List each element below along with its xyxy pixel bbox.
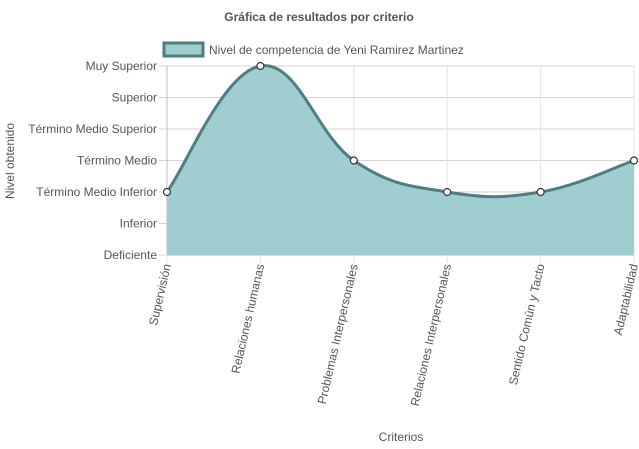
x-tick-label: Relaciones humanas: [228, 263, 267, 375]
legend-label: Nivel de competencia de Yeni Ramirez Mar…: [209, 43, 464, 57]
y-tick-label: Término Medio Superior: [28, 122, 157, 136]
data-point[interactable]: [536, 187, 545, 197]
data-point[interactable]: [443, 187, 452, 197]
x-axis-title: Criterios: [379, 430, 424, 444]
y-tick-label: Superior: [112, 91, 157, 105]
data-point[interactable]: [162, 187, 172, 197]
y-axis-title: Nivel obtenido: [3, 123, 17, 199]
series-area: [167, 65, 634, 256]
series-area-layer: [167, 65, 634, 256]
data-point[interactable]: [629, 156, 639, 165]
y-tick-label: Término Medio Inferior: [36, 185, 157, 199]
data-point[interactable]: [349, 156, 358, 165]
x-tick-label: Adaptabilidad: [611, 263, 639, 337]
y-tick-label: Término Medio: [77, 154, 157, 168]
y-tick-label: Deficiente: [104, 248, 158, 262]
legend[interactable]: Nivel de competencia de Yeni Ramirez Mar…: [162, 41, 464, 58]
legend-swatch: [162, 41, 205, 58]
x-tick-label: Supervisión: [146, 263, 174, 327]
chart-title: Gráfica de resultados por criterio: [224, 10, 413, 24]
x-axis-tick-labels: Supervisión Relaciones humanas Problemas I…: [146, 262, 639, 407]
y-tick-label: Muy Superior: [86, 59, 157, 73]
y-axis-tick-labels: Deficiente Inferior Término Medio Inferior…: [28, 59, 157, 262]
data-points: [162, 61, 639, 197]
data-point[interactable]: [256, 61, 265, 71]
x-tick-label: Sentido Común y Tacto: [506, 262, 548, 386]
y-tick-label: Inferior: [120, 217, 157, 231]
x-tick-label: Problemas Interpersonales: [315, 263, 361, 406]
x-tick-label: Relaciones Interpersonales: [408, 263, 454, 408]
